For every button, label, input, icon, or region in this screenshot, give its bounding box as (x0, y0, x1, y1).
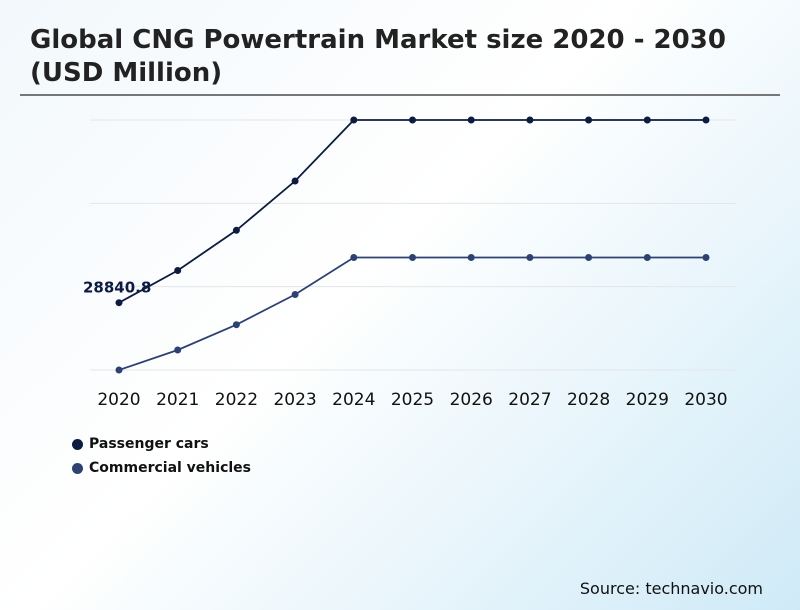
legend-marker (72, 462, 83, 474)
x-tick-label: 2029 (626, 390, 669, 410)
data-point (409, 116, 416, 124)
legend-item-commercial-vehicles[interactable]: Commercial vehicles (72, 460, 251, 476)
data-point (409, 254, 416, 262)
data-point (232, 226, 240, 234)
data-label: 28840.8 (83, 279, 151, 297)
data-point (291, 291, 299, 299)
legend-label: Passenger cars (89, 436, 209, 452)
x-tick-label: 2026 (450, 390, 493, 410)
x-tick-label: 2025 (391, 390, 434, 410)
legend-item-passenger-cars[interactable]: Passenger cars (72, 436, 209, 452)
data-point (467, 254, 475, 262)
x-tick-label: 2021 (156, 390, 199, 410)
data-point (702, 116, 710, 124)
data-point (350, 254, 358, 262)
title-divider (20, 94, 780, 96)
data-point (291, 177, 299, 185)
x-tick-label: 2024 (332, 390, 375, 410)
source-note: Source: technavio.com (579, 579, 763, 598)
x-tick-label: 2030 (684, 390, 727, 410)
data-point (643, 254, 651, 262)
series-line-1 (118, 256, 706, 371)
data-point (232, 321, 240, 329)
data-point (585, 254, 593, 262)
legend-label: Commercial vehicles (89, 460, 251, 476)
data-point (115, 366, 123, 374)
data-point (702, 254, 710, 262)
x-tick-label: 2027 (508, 390, 551, 410)
data-point (526, 116, 534, 124)
data-point (643, 116, 651, 124)
data-point (350, 116, 358, 124)
chart-title: Global CNG Powertrain Market size 2020 -… (30, 25, 726, 88)
x-tick-label: 2028 (567, 390, 610, 410)
x-tick-label: 2020 (97, 390, 140, 410)
data-point (174, 346, 182, 354)
series-line-0 (118, 119, 706, 304)
data-point (174, 267, 182, 275)
x-tick-label: 2023 (273, 390, 316, 410)
data-point (467, 116, 475, 124)
data-point (526, 254, 534, 262)
x-tick-label: 2022 (215, 390, 258, 410)
data-point (585, 116, 593, 124)
legend-marker (72, 438, 83, 450)
data-point (115, 299, 123, 307)
